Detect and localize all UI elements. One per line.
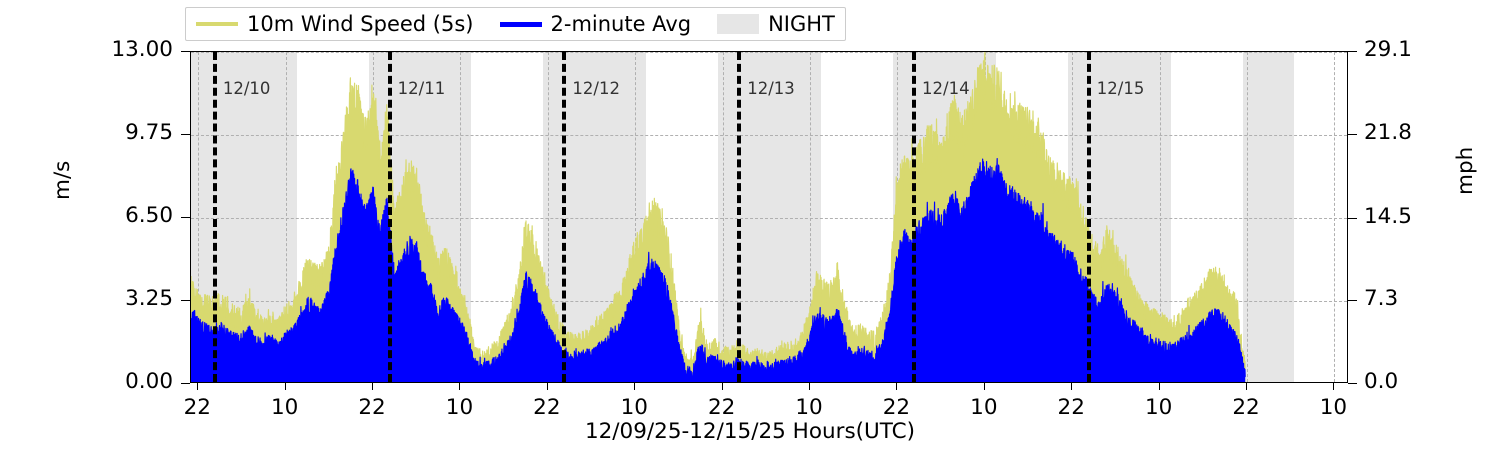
y-tick-right (1348, 134, 1357, 136)
x-tick (372, 383, 374, 390)
gridline-vertical (722, 52, 724, 382)
legend-entry-gust: 10m Wind Speed (5s) (196, 11, 474, 36)
gridline-vertical (635, 52, 637, 382)
series-layer (191, 52, 1246, 382)
day-label: 12/10 (222, 79, 271, 98)
midnight-divider (912, 52, 917, 382)
y-tick-label-right: 0.0 (1364, 369, 1399, 394)
midnight-divider (737, 52, 742, 382)
day-label: 12/12 (572, 79, 620, 98)
midnight-divider (562, 52, 567, 382)
x-tick-label: 22 (533, 395, 561, 420)
y-tick-left (181, 51, 190, 52)
x-tick (634, 383, 636, 390)
gridline-horizontal (191, 301, 1347, 302)
gridline-vertical (1247, 52, 1249, 382)
y-tick-label-right: 21.8 (1364, 120, 1412, 146)
gridline-vertical (1159, 52, 1161, 382)
x-tick (1246, 383, 1248, 390)
y-tick-label-left: 6.50 (125, 203, 173, 228)
x-tick (1333, 383, 1335, 390)
day-label: 12/14 (922, 79, 970, 98)
chart-legend: 10m Wind Speed (5s) 2-minute Avg NIGHT (185, 7, 846, 41)
x-tick (197, 383, 199, 390)
y-tick-right (1348, 217, 1357, 219)
x-tick-label: 10 (270, 395, 299, 420)
series-avg (191, 158, 1246, 382)
x-tick (1071, 383, 1073, 390)
y-tick-label-left: 9.75 (125, 120, 173, 145)
y-tick-label-right: 14.5 (1364, 203, 1412, 229)
x-tick (809, 383, 811, 390)
legend-label-avg: 2-minute Avg (550, 11, 692, 36)
y-tick-left (181, 383, 190, 384)
legend-entry-night: NIGHT (717, 11, 835, 36)
gridline-horizontal (191, 52, 1347, 53)
y-axis-title-right: mph (1453, 146, 1478, 195)
y-tick-left (181, 134, 190, 135)
x-tick (284, 383, 286, 390)
x-tick (721, 383, 723, 390)
x-tick-label: 10 (620, 395, 648, 420)
legend-swatch-night-patch (717, 14, 760, 34)
x-tick-label: 10 (795, 395, 823, 420)
x-tick-label: 10 (1144, 395, 1173, 420)
x-tick-label: 10 (1319, 395, 1348, 420)
plot-area: 12/10 12/11 12/12 12/13 12/14 12/15 (190, 51, 1348, 383)
y-tick-left (181, 217, 190, 218)
legend-swatch-avg-line (499, 21, 542, 27)
x-tick-label: 22 (183, 395, 211, 420)
x-axis-title: 12/09/25-12/15/25 Hours(UTC) (584, 419, 916, 444)
x-tick (896, 383, 898, 390)
legend-swatch-gust-line (196, 22, 238, 26)
y-tick-label-right: 29.1 (1364, 37, 1412, 62)
y-tick-label-right: 7.3 (1364, 285, 1399, 311)
midnight-divider (387, 52, 392, 382)
x-tick-label: 22 (358, 395, 386, 420)
midnight-divider (212, 52, 217, 382)
y-tick-label-left: 3.25 (125, 286, 173, 311)
x-tick-label: 22 (882, 395, 911, 420)
x-tick-label: 22 (707, 395, 736, 420)
y-axis-title-left: m/s (50, 160, 75, 200)
x-tick-label: 22 (1232, 395, 1260, 420)
x-tick (546, 383, 548, 390)
legend-label-night: NIGHT (768, 11, 835, 36)
x-tick (1158, 383, 1160, 390)
legend-label-gust: 10m Wind Speed (5s) (247, 11, 474, 36)
gridline-vertical (460, 52, 462, 382)
y-tick-right (1348, 383, 1357, 384)
legend-entry-avg: 2-minute Avg (499, 11, 692, 36)
x-tick (459, 383, 461, 390)
night-band (1242, 52, 1295, 382)
gridline-vertical (198, 52, 200, 382)
y-tick-label-left: 13.00 (111, 37, 173, 62)
gridline-vertical (1334, 52, 1336, 382)
gridline-vertical (285, 52, 287, 382)
x-tick-label: 22 (1057, 395, 1085, 420)
day-label: 12/15 (1096, 79, 1145, 98)
y-tick-right (1348, 299, 1357, 301)
gridline-horizontal (191, 135, 1347, 136)
y-tick-label-left: 0.00 (125, 369, 173, 394)
gridline-horizontal (191, 218, 1347, 219)
y-tick-left (181, 300, 190, 301)
x-tick-label: 10 (970, 395, 998, 420)
gridline-vertical (547, 52, 549, 382)
day-label: 12/13 (747, 79, 795, 98)
day-label: 12/11 (397, 79, 446, 98)
x-tick-label: 10 (445, 395, 474, 420)
x-tick (983, 383, 985, 390)
y-tick-right (1348, 51, 1357, 52)
midnight-divider (1086, 52, 1091, 382)
gridline-vertical (810, 52, 812, 382)
